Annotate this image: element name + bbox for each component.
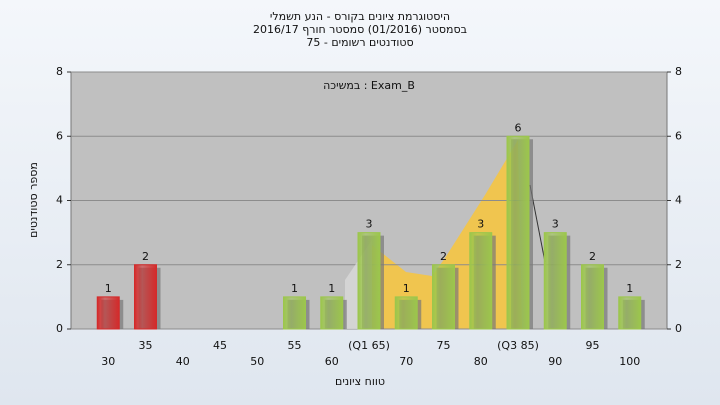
bar — [469, 232, 493, 330]
bar — [96, 296, 120, 330]
annotation: במשיכה : Exam_B — [323, 79, 415, 92]
bar — [543, 232, 567, 330]
x-tick-label: 60 — [325, 355, 339, 368]
x-tick-label: 95 — [586, 339, 600, 352]
value-label: 1 — [403, 282, 410, 295]
value-label: 1 — [105, 282, 112, 295]
title-line: בסמסטר (01/2016) סמסטר חורף 2016/17 — [253, 23, 467, 36]
x-tick-label: (Q1 65) — [348, 339, 390, 352]
x-tick-label: 50 — [250, 355, 264, 368]
y2-tick-label: 2 — [675, 258, 682, 271]
bar — [506, 135, 530, 330]
value-label: 1 — [626, 282, 633, 295]
value-label: 6 — [515, 121, 522, 134]
value-label: 1 — [328, 282, 335, 295]
x-tick-label: 35 — [139, 339, 153, 352]
bar — [283, 296, 306, 330]
x-tick-label: 55 — [288, 339, 302, 352]
title-line: היסטוגרמת ציונים בקורס - הנע תשמלי — [270, 10, 450, 23]
value-label: 1 — [291, 282, 298, 295]
x-axis-label: טווח ציונים — [335, 375, 385, 388]
bar — [432, 264, 455, 330]
y2-tick-label: 4 — [675, 194, 682, 207]
y2-tick-label: 0 — [675, 322, 682, 335]
bar — [581, 264, 604, 330]
x-tick-label: 45 — [213, 339, 227, 352]
x-tick-label: (Q3 85) — [497, 339, 539, 352]
x-tick-label: 30 — [101, 355, 115, 368]
y2-tick-label: 8 — [675, 65, 682, 78]
bar — [394, 296, 418, 330]
value-label: 2 — [142, 250, 149, 263]
y-axis-label: מספר סטודנטים — [27, 162, 40, 238]
x-tick-label: 75 — [437, 339, 451, 352]
title-line: סטודנטים רשומים - 75 — [306, 36, 413, 49]
value-label: 2 — [440, 250, 447, 263]
x-tick-label: 70 — [399, 355, 413, 368]
x-tick-label: 90 — [548, 355, 562, 368]
bar — [357, 232, 381, 330]
y-tick-label: 6 — [56, 129, 63, 142]
bar — [134, 264, 157, 330]
x-tick-label: 40 — [176, 355, 190, 368]
bar — [618, 296, 642, 330]
value-label: 3 — [552, 218, 559, 231]
y-tick-label: 0 — [56, 322, 63, 335]
value-label: 3 — [477, 218, 484, 231]
y2-tick-label: 6 — [675, 129, 682, 142]
y-tick-label: 2 — [56, 258, 63, 271]
y-tick-label: 4 — [56, 194, 63, 207]
bar — [320, 296, 344, 330]
x-tick-label: 80 — [474, 355, 488, 368]
value-label: 3 — [366, 218, 373, 231]
x-tick-label: 100 — [619, 355, 640, 368]
value-label: 2 — [589, 250, 596, 263]
y-tick-label: 8 — [56, 65, 63, 78]
